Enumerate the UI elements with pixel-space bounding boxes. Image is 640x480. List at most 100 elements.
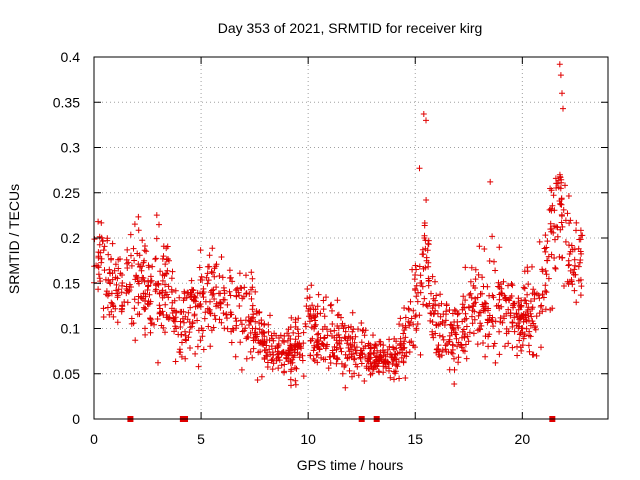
data-points xyxy=(91,61,586,422)
data-point xyxy=(125,259,132,266)
data-point xyxy=(482,353,489,360)
data-point xyxy=(268,357,275,364)
data-point xyxy=(492,359,499,366)
data-point xyxy=(156,302,163,309)
y-tick-label: 0 xyxy=(72,411,80,427)
data-point xyxy=(109,300,116,307)
data-point xyxy=(247,348,254,355)
data-point xyxy=(142,331,149,338)
data-point xyxy=(509,344,516,351)
data-point xyxy=(516,316,523,323)
data-point xyxy=(450,325,457,332)
data-point xyxy=(142,305,149,312)
data-point xyxy=(485,333,492,340)
data-point xyxy=(497,314,504,321)
data-point xyxy=(162,281,168,288)
data-point xyxy=(442,317,449,324)
data-point xyxy=(194,289,201,296)
data-point xyxy=(547,185,554,192)
data-point xyxy=(537,303,544,310)
data-point xyxy=(416,263,423,270)
data-point xyxy=(474,341,481,348)
data-point xyxy=(135,299,142,306)
data-point xyxy=(147,329,154,336)
data-point xyxy=(571,287,578,294)
data-point xyxy=(147,279,154,285)
data-point xyxy=(135,278,141,285)
data-point xyxy=(533,352,540,359)
data-point xyxy=(345,324,352,331)
data-point xyxy=(179,339,185,346)
data-point xyxy=(470,330,477,337)
data-point xyxy=(420,301,427,308)
data-point xyxy=(553,185,560,191)
data-point xyxy=(475,312,482,319)
data-point xyxy=(489,233,496,240)
data-point xyxy=(203,274,210,281)
data-point xyxy=(423,197,430,203)
data-point xyxy=(170,317,177,324)
data-point xyxy=(453,335,460,342)
data-point xyxy=(162,329,168,336)
data-point xyxy=(340,325,347,332)
data-point xyxy=(134,275,141,281)
data-point xyxy=(278,362,285,369)
data-point xyxy=(153,235,160,242)
data-point xyxy=(552,236,558,243)
data-point xyxy=(530,320,537,327)
data-point xyxy=(283,354,289,361)
data-point xyxy=(324,326,330,333)
data-point xyxy=(444,341,451,347)
data-point xyxy=(327,302,334,309)
data-point xyxy=(305,305,312,312)
data-point xyxy=(344,337,351,344)
data-point xyxy=(241,327,248,334)
data-point xyxy=(477,326,484,333)
data-point xyxy=(324,332,331,339)
data-point xyxy=(227,292,234,299)
data-point xyxy=(529,263,535,270)
data-point xyxy=(182,355,189,362)
data-point xyxy=(135,227,142,234)
data-point xyxy=(219,274,226,281)
data-point xyxy=(509,282,516,289)
data-point xyxy=(386,365,392,372)
data-point xyxy=(288,366,295,373)
data-point xyxy=(289,359,296,366)
data-point-peak xyxy=(423,117,429,124)
data-point xyxy=(253,308,260,315)
data-point xyxy=(250,335,257,341)
data-point xyxy=(357,354,364,361)
data-point xyxy=(153,212,160,219)
data-point xyxy=(285,326,292,333)
data-point xyxy=(359,351,366,358)
data-point xyxy=(398,354,405,361)
data-point xyxy=(292,377,299,384)
data-point xyxy=(349,309,356,316)
data-point xyxy=(156,221,162,228)
data-point xyxy=(347,341,354,348)
data-point xyxy=(439,318,446,325)
data-point xyxy=(187,304,194,311)
data-point xyxy=(280,349,287,356)
data-point xyxy=(365,358,372,365)
data-point xyxy=(234,285,241,292)
data-point-peak xyxy=(487,178,494,185)
x-tick-label: 10 xyxy=(300,431,316,447)
data-point xyxy=(467,290,474,297)
data-point xyxy=(577,257,584,263)
data-point xyxy=(180,297,187,304)
data-point xyxy=(351,370,358,377)
data-point xyxy=(124,299,131,306)
data-point xyxy=(446,307,453,313)
data-point xyxy=(196,264,203,271)
data-point xyxy=(550,192,557,199)
data-point xyxy=(342,351,349,358)
data-point xyxy=(462,264,469,271)
data-point xyxy=(498,281,504,288)
data-point xyxy=(507,294,514,301)
data-point xyxy=(560,206,567,213)
data-point xyxy=(357,347,364,354)
data-point xyxy=(292,319,299,326)
data-point xyxy=(165,283,172,290)
